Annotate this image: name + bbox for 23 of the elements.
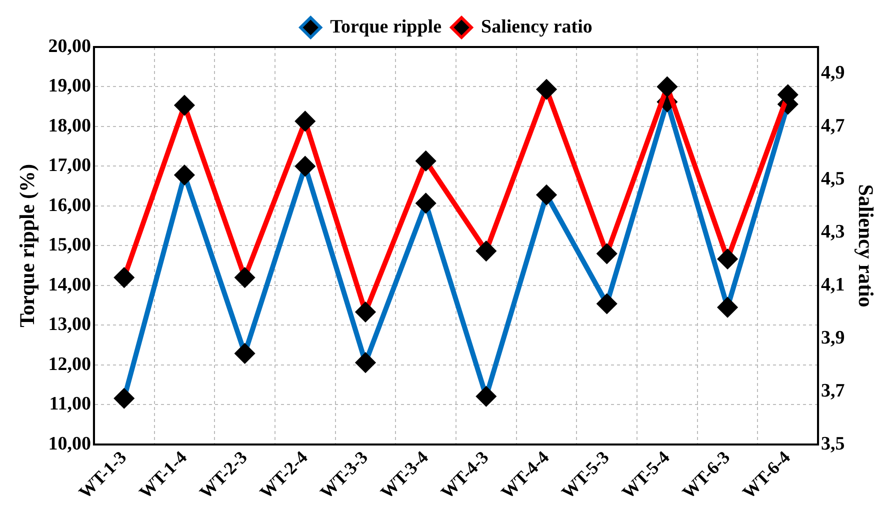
y2-tick-label: 4,5 xyxy=(821,168,845,190)
y2-tick-label: 3,5 xyxy=(821,433,845,454)
y-tick-label: 18,00 xyxy=(48,115,91,136)
legend-label: Saliency ratio xyxy=(481,16,592,38)
y2-tick-label: 3,7 xyxy=(821,380,846,402)
y2-tick-label: 3,9 xyxy=(821,327,845,348)
y-tick-label: 16,00 xyxy=(48,194,91,216)
y2-tick-label: 4,7 xyxy=(821,115,846,136)
legend-label: Torque ripple xyxy=(330,16,442,38)
y-tick-label: 17,00 xyxy=(48,155,91,176)
y2-axis-title: Saliency ratio xyxy=(854,184,878,308)
y-tick-label: 13,00 xyxy=(48,314,91,336)
y2-tick-label: 4,9 xyxy=(821,62,845,84)
y-tick-label: 14,00 xyxy=(48,274,91,296)
y-axis-title: Torque ripple (%) xyxy=(15,164,40,328)
y-tick-label: 10,00 xyxy=(48,433,91,454)
y-tick-label: 15,00 xyxy=(48,234,91,256)
y2-tick-label: 4,3 xyxy=(821,221,845,242)
y2-tick-label: 4,1 xyxy=(821,274,845,296)
y-tick-label: 20,00 xyxy=(48,36,91,57)
y-tick-label: 19,00 xyxy=(48,76,91,97)
y-tick-label: 12,00 xyxy=(48,354,91,375)
y-tick-label: 11,00 xyxy=(49,394,91,415)
